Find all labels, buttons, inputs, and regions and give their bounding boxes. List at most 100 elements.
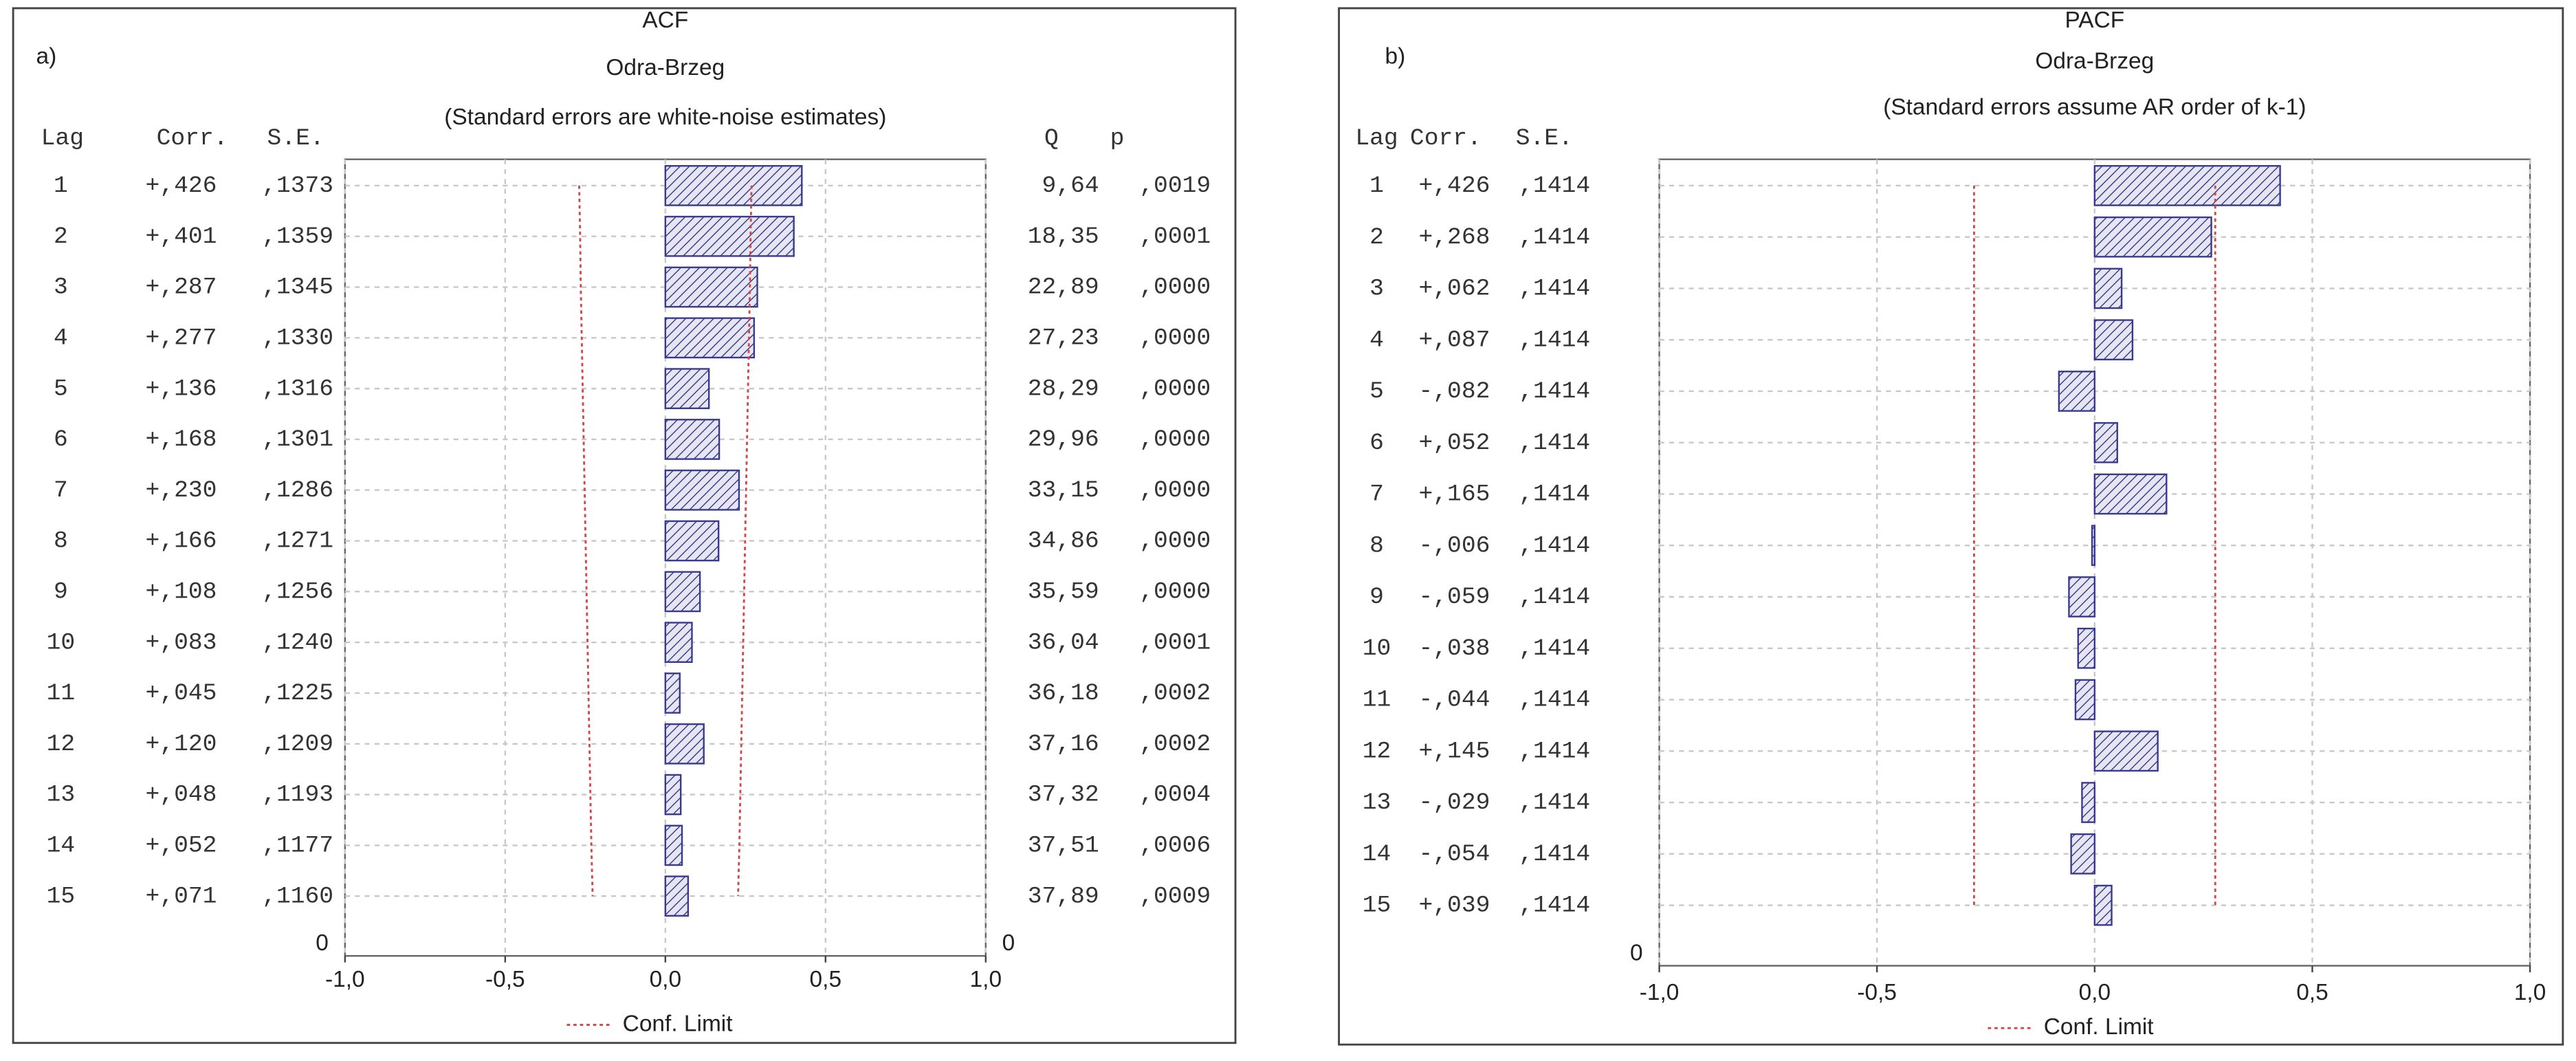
p-label: ,0004 bbox=[1139, 782, 1211, 809]
bar bbox=[2068, 576, 2096, 617]
chart-subtitle: Odra-Brzeg bbox=[606, 55, 725, 80]
lag-label: 15 bbox=[1363, 893, 1391, 919]
corr-label: -,006 bbox=[1418, 532, 1490, 559]
lag-label: 11 bbox=[1363, 687, 1391, 714]
corr-label: +,045 bbox=[146, 680, 217, 707]
bar bbox=[664, 215, 795, 257]
column-header: p bbox=[1110, 125, 1125, 152]
x-tick-label: -1,0 bbox=[325, 967, 365, 992]
corr-label: -,059 bbox=[1418, 584, 1490, 611]
q-label: 37,16 bbox=[1028, 731, 1099, 758]
x-tick-label: -0,5 bbox=[485, 967, 525, 992]
bar bbox=[664, 571, 701, 613]
bar bbox=[2093, 216, 2212, 258]
se-label: ,1414 bbox=[1519, 738, 1590, 765]
se-label: ,1256 bbox=[262, 579, 333, 606]
se-label: ,1414 bbox=[1519, 327, 1590, 353]
corr-label: -,038 bbox=[1418, 635, 1490, 662]
p-label: ,0006 bbox=[1139, 833, 1211, 860]
chart-note: (Standard errors are white-noise estimat… bbox=[444, 105, 886, 130]
se-label: ,1373 bbox=[262, 173, 333, 199]
lag-label: 9 bbox=[54, 579, 68, 606]
se-label: ,1330 bbox=[262, 325, 333, 351]
column-header: S.E. bbox=[267, 125, 324, 152]
se-label: ,1209 bbox=[262, 731, 333, 758]
corr-label: +,136 bbox=[146, 375, 217, 402]
se-label: ,1286 bbox=[262, 477, 333, 504]
chart-note: (Standard errors assume AR order of k-1) bbox=[1883, 94, 2306, 120]
q-label: 33,15 bbox=[1028, 477, 1099, 504]
lag-label: 10 bbox=[1363, 635, 1391, 662]
lag-label: 14 bbox=[47, 833, 76, 860]
q-label: 36,04 bbox=[1028, 629, 1099, 656]
se-label: ,1414 bbox=[1519, 224, 1590, 251]
q-label: 9,64 bbox=[1042, 173, 1099, 199]
column-header: Q bbox=[1044, 125, 1059, 152]
bar bbox=[664, 824, 683, 866]
lag-label: 13 bbox=[1363, 789, 1391, 816]
p-label: ,0002 bbox=[1139, 731, 1211, 758]
se-label: ,1414 bbox=[1519, 378, 1590, 405]
corr-label: +,083 bbox=[146, 629, 217, 656]
se-label: ,1414 bbox=[1519, 893, 1590, 919]
se-label: ,1177 bbox=[262, 833, 333, 860]
legend-label: Conf. Limit bbox=[2044, 1014, 2155, 1040]
corr-label: +,426 bbox=[1418, 173, 1490, 199]
bar bbox=[2093, 319, 2134, 361]
se-label: ,1414 bbox=[1519, 635, 1590, 662]
q-label: 36,18 bbox=[1028, 680, 1099, 707]
lag-label: 8 bbox=[1369, 532, 1384, 559]
lag-label: 2 bbox=[1369, 224, 1384, 251]
q-label: 28,29 bbox=[1028, 375, 1099, 402]
column-header: Corr. bbox=[157, 125, 228, 152]
lag-label: 12 bbox=[1363, 738, 1391, 765]
bar bbox=[664, 165, 803, 206]
corr-label: +,120 bbox=[146, 731, 217, 758]
se-label: ,1414 bbox=[1519, 687, 1590, 714]
bar bbox=[2093, 267, 2123, 309]
x-tick-label: 0,5 bbox=[2296, 980, 2328, 1005]
bar bbox=[664, 419, 720, 460]
q-label: 29,96 bbox=[1028, 426, 1099, 453]
se-label: ,1414 bbox=[1519, 276, 1590, 303]
corr-label: +,048 bbox=[146, 782, 217, 809]
corr-label: +,052 bbox=[1418, 430, 1490, 457]
column-header: S.E. bbox=[1516, 125, 1573, 152]
bar bbox=[664, 622, 693, 664]
se-label: ,1316 bbox=[262, 375, 333, 402]
bar bbox=[664, 469, 740, 511]
chart-title: ACF bbox=[642, 8, 688, 33]
lag-label: 1 bbox=[1369, 173, 1384, 199]
lag-label: 3 bbox=[1369, 276, 1384, 303]
lag-label: 13 bbox=[47, 782, 76, 809]
chart-subtitle: Odra-Brzeg bbox=[2035, 49, 2154, 74]
p-label: ,0000 bbox=[1139, 579, 1211, 606]
se-label: ,1345 bbox=[262, 274, 333, 301]
p-label: ,0002 bbox=[1139, 680, 1211, 707]
lag-label: 1 bbox=[54, 173, 68, 199]
q-label: 22,89 bbox=[1028, 274, 1099, 301]
corr-label: +,052 bbox=[146, 833, 217, 860]
corr-label: +,062 bbox=[1418, 276, 1490, 303]
se-label: ,1414 bbox=[1519, 173, 1590, 199]
se-label: ,1193 bbox=[262, 782, 333, 809]
bar bbox=[664, 672, 681, 714]
x-tick-label: -0,5 bbox=[1857, 980, 1897, 1005]
corr-label: +,277 bbox=[146, 325, 217, 351]
conf-limit-line bbox=[578, 185, 594, 897]
lag-label: 5 bbox=[1369, 378, 1384, 405]
bar bbox=[664, 774, 682, 816]
se-label: ,1240 bbox=[262, 629, 333, 656]
se-label: ,1414 bbox=[1519, 430, 1590, 457]
se-label: ,1414 bbox=[1519, 532, 1590, 559]
lag-label: 7 bbox=[1369, 481, 1384, 508]
se-label: ,1271 bbox=[262, 528, 333, 555]
lag-label: 5 bbox=[54, 375, 68, 402]
lag-label: 9 bbox=[1369, 584, 1384, 611]
lag-label: 11 bbox=[47, 680, 76, 707]
x-tick-label: 0,0 bbox=[2079, 980, 2111, 1005]
lag-label: 6 bbox=[1369, 430, 1384, 457]
q-label: 35,59 bbox=[1028, 579, 1099, 606]
corr-label: -,082 bbox=[1418, 378, 1490, 405]
